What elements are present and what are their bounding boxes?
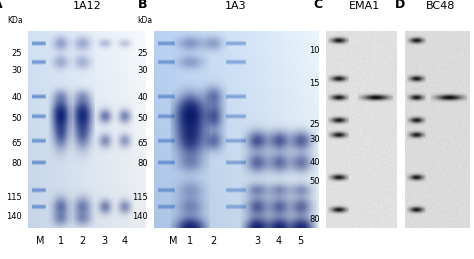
Text: 5: 5 [297, 236, 303, 246]
Text: A: A [0, 0, 3, 11]
Text: 2: 2 [79, 236, 85, 246]
Text: D: D [395, 0, 405, 11]
Text: M: M [36, 236, 45, 246]
Text: 2: 2 [210, 236, 216, 246]
Text: M: M [169, 236, 178, 246]
Text: KDa: KDa [8, 16, 23, 25]
Text: 1: 1 [187, 236, 193, 246]
Text: 3: 3 [101, 236, 108, 246]
Text: BC48: BC48 [426, 1, 455, 11]
Text: 1A12: 1A12 [73, 1, 101, 11]
Text: B: B [137, 0, 147, 11]
Text: kDa: kDa [137, 16, 153, 25]
Text: 4: 4 [121, 236, 128, 246]
Text: 1: 1 [58, 236, 64, 246]
Text: 4: 4 [275, 236, 282, 246]
Text: 3: 3 [254, 236, 260, 246]
Text: C: C [314, 0, 323, 11]
Text: 1A3: 1A3 [225, 1, 247, 11]
Text: EMA1: EMA1 [349, 1, 381, 11]
